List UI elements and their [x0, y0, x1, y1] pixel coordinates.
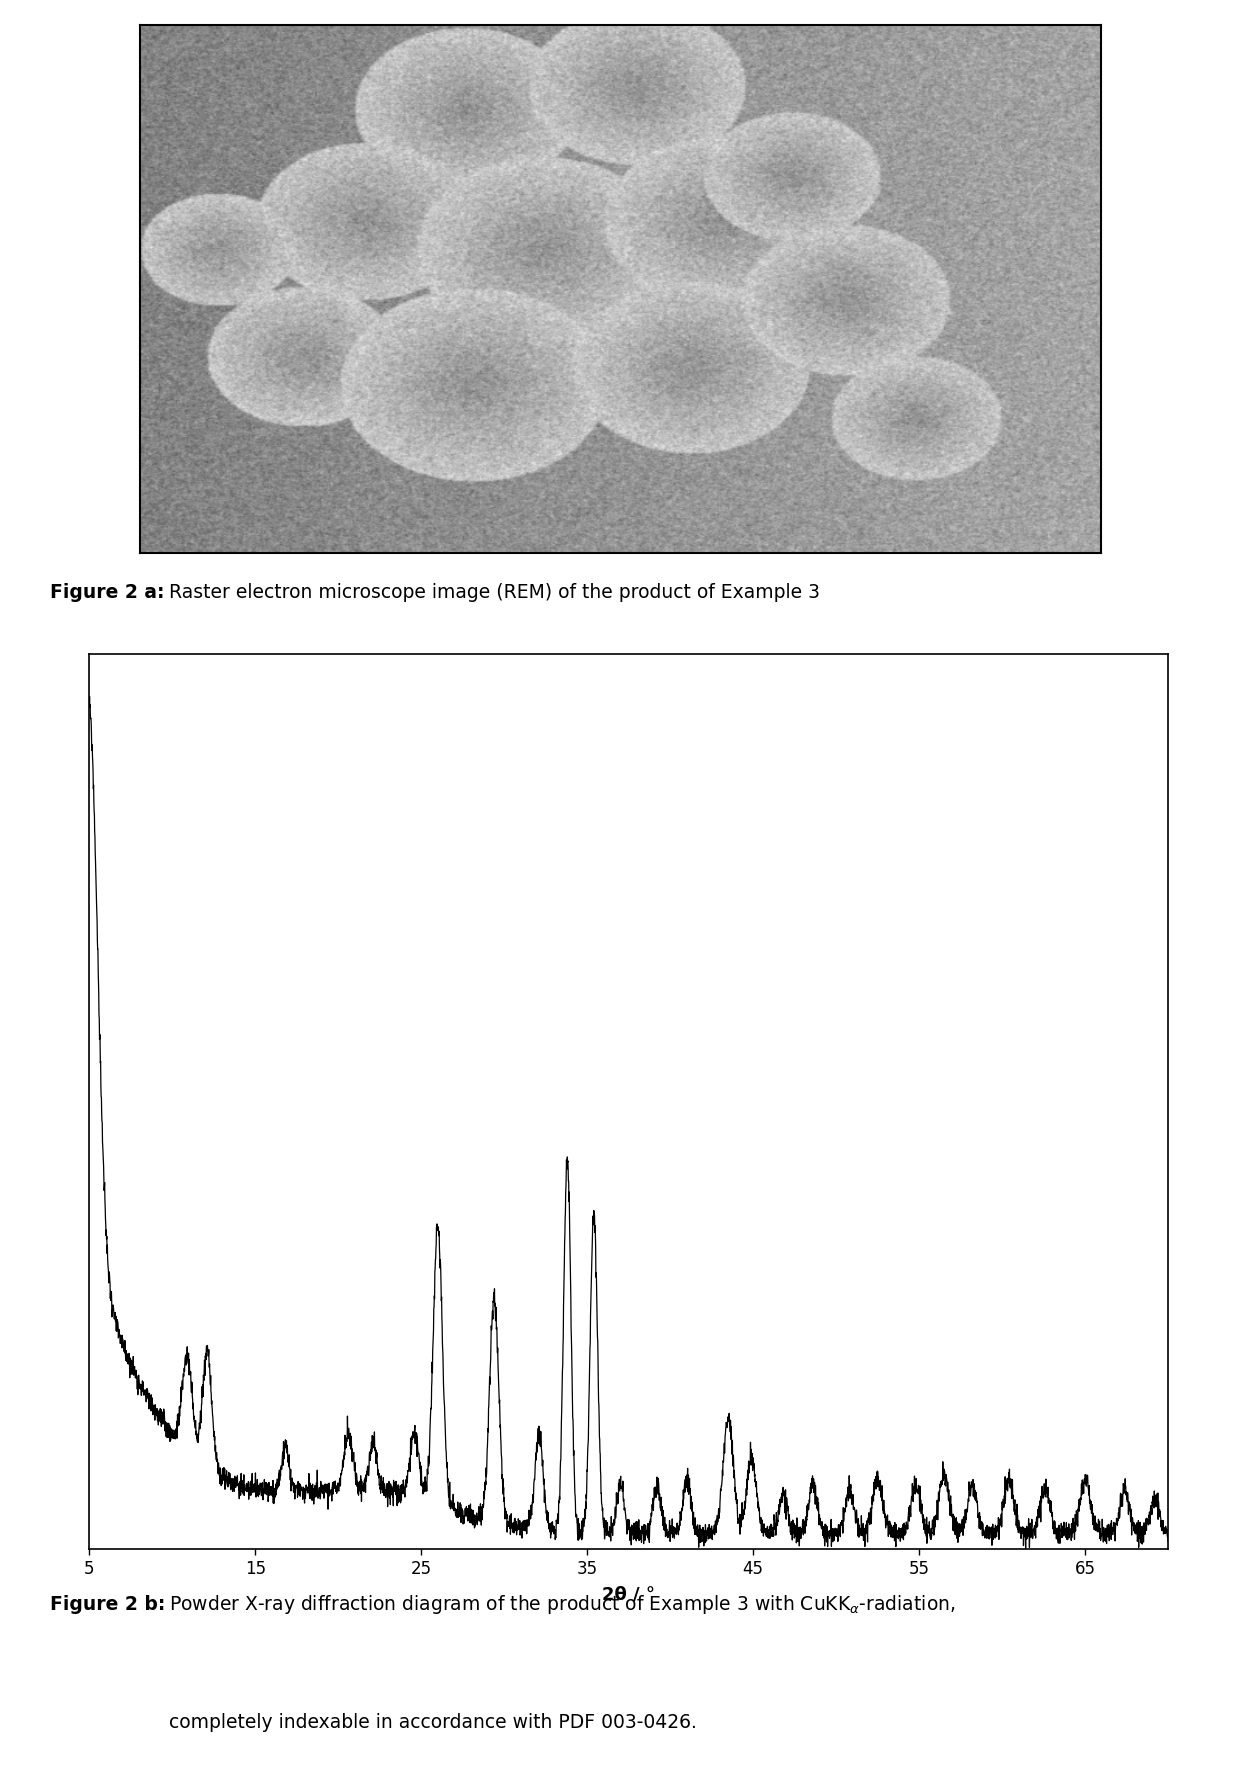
X-axis label: 2θ / °: 2θ / ° — [603, 1587, 655, 1605]
Text: Figure 2 b:: Figure 2 b: — [50, 1596, 165, 1614]
Text: Raster electron microscope image (REM) of the product of Example 3: Raster electron microscope image (REM) o… — [170, 584, 821, 602]
Text: completely indexable in accordance with PDF 003-0426.: completely indexable in accordance with … — [170, 1714, 697, 1732]
Text: Powder X-ray diffraction diagram of the product of Example 3 with CuKK$_\alpha$-: Powder X-ray diffraction diagram of the … — [170, 1594, 956, 1615]
Text: Figure 2 a:: Figure 2 a: — [50, 584, 164, 602]
